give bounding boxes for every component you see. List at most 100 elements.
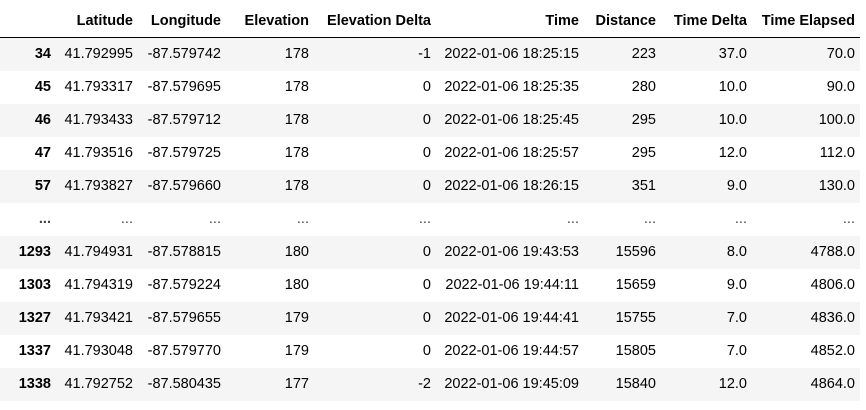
cell-latitude: 41.792995 bbox=[64, 46, 133, 63]
cell-time-delta: 12.0 bbox=[718, 145, 747, 161]
row-index: 1338 bbox=[18, 376, 51, 392]
cell-distance: 15755 bbox=[615, 310, 656, 326]
column-header-elevation: Elevation bbox=[226, 5, 314, 38]
cell-time-elapsed: 130.0 bbox=[818, 178, 855, 194]
row-index: 1327 bbox=[18, 310, 51, 326]
cell-latitude: ... bbox=[120, 211, 133, 227]
cell-elevation-delta: 0 bbox=[422, 310, 431, 326]
cell-longitude: -87.579770 bbox=[147, 343, 221, 359]
cell-time-elapsed: 4864.0 bbox=[810, 376, 855, 392]
cell-distance: 15596 bbox=[615, 244, 656, 260]
cell-distance: 280 bbox=[631, 79, 656, 95]
cell-elevation: 180 bbox=[284, 277, 309, 293]
cell-elevation: 178 bbox=[284, 79, 309, 95]
cell-time-delta: 10.0 bbox=[718, 112, 747, 128]
row-index: 45 bbox=[34, 79, 51, 95]
cell-time-delta: 9.0 bbox=[726, 178, 747, 194]
table-row: 1337 41.793048 -87.579770 179 0 2022-01-06 19… bbox=[0, 334, 860, 368]
table-body: 34 41.792995 -87.579742 178 -1 2022-01-06 18:… bbox=[0, 37, 860, 401]
cell-time-delta: ... bbox=[734, 211, 747, 227]
cell-elevation-delta: 0 bbox=[422, 145, 431, 161]
dataframe-table: Latitude Longitude Elevation Elevation D… bbox=[0, 5, 860, 401]
cell-time: 2022-01-06 18:25:57 bbox=[444, 145, 579, 161]
table-row: 46 41.793433 -87.579712 178 0 2022-01-06 18:2… bbox=[0, 103, 860, 137]
row-index: ... bbox=[38, 211, 51, 227]
cell-latitude: 41.792752 bbox=[64, 376, 133, 392]
cell-time-delta: 8.0 bbox=[726, 244, 747, 260]
cell-time-delta: 12.0 bbox=[718, 376, 747, 392]
cell-elevation-delta: 0 bbox=[422, 178, 431, 194]
cell-elevation: 178 bbox=[284, 112, 309, 128]
cell-longitude: -87.579725 bbox=[147, 145, 221, 161]
cell-latitude: 41.794931 bbox=[64, 244, 133, 260]
cell-latitude: 41.793421 bbox=[64, 310, 133, 326]
index-header bbox=[0, 5, 56, 38]
cell-time-elapsed: 70.0 bbox=[826, 46, 855, 63]
cell-elevation-delta: -2 bbox=[418, 376, 431, 392]
cell-time-elapsed: 4852.0 bbox=[810, 343, 855, 359]
cell-time: 2022-01-06 19:45:09 bbox=[444, 376, 579, 392]
cell-longitude: ... bbox=[208, 211, 221, 227]
cell-time-elapsed: 4788.0 bbox=[810, 244, 855, 260]
cell-time: 2022-01-06 18:25:15 bbox=[444, 46, 579, 63]
cell-time-delta: 7.0 bbox=[726, 343, 747, 359]
cell-time: 2022-01-06 19:44:57 bbox=[444, 343, 579, 359]
cell-elevation-delta: 0 bbox=[422, 244, 431, 260]
column-header-time: Time bbox=[436, 5, 584, 38]
row-index: 57 bbox=[34, 178, 51, 194]
cell-elevation-delta: 0 bbox=[422, 277, 431, 293]
cell-latitude: 41.793827 bbox=[64, 178, 133, 194]
table-row: 1338 41.792752 -87.580435 177 -2 2022-01-06 1… bbox=[0, 367, 860, 401]
header-row: Latitude Longitude Elevation Elevation D… bbox=[0, 5, 860, 38]
cell-time-elapsed: 4806.0 bbox=[810, 277, 855, 293]
cell-elevation: 178 bbox=[284, 46, 309, 63]
cell-longitude: -87.578815 bbox=[147, 244, 221, 260]
table-header: Latitude Longitude Elevation Elevation D… bbox=[0, 5, 860, 38]
cell-longitude: -87.579655 bbox=[147, 310, 221, 326]
cell-distance: 15805 bbox=[615, 343, 656, 359]
cell-elevation-delta: -1 bbox=[418, 46, 431, 63]
cell-time: 2022-01-06 19:44:11 bbox=[445, 277, 579, 293]
cell-distance: ... bbox=[643, 211, 656, 227]
cell-elevation: 177 bbox=[284, 376, 309, 392]
column-header-time-delta: Time Delta bbox=[661, 5, 752, 38]
cell-time-elapsed: 4836.0 bbox=[810, 310, 855, 326]
cell-longitude: -87.579742 bbox=[147, 46, 221, 63]
cell-time: 2022-01-06 19:44:41 bbox=[444, 310, 579, 326]
column-header-time-elapsed: Time Elapsed bbox=[752, 5, 860, 38]
cell-latitude: 41.793433 bbox=[64, 112, 133, 128]
table-row: 45 41.793317 -87.579695 178 0 2022-01-06 18:2… bbox=[0, 70, 860, 104]
table-row: 47 41.793516 -87.579725 178 0 2022-01-06 18:2… bbox=[0, 136, 860, 170]
table-row: 1293 41.794931 -87.578815 180 0 2022-01-06 19… bbox=[0, 235, 860, 269]
table-row: 34 41.792995 -87.579742 178 -1 2022-01-06 18:… bbox=[0, 37, 860, 71]
cell-time-elapsed: 112.0 bbox=[819, 145, 855, 161]
cell-elevation-delta: 0 bbox=[422, 79, 431, 95]
cell-longitude: -87.579712 bbox=[147, 112, 221, 128]
cell-time: 2022-01-06 18:25:35 bbox=[444, 79, 579, 95]
cell-distance: 295 bbox=[631, 112, 656, 128]
cell-time-delta: 7.0 bbox=[726, 310, 747, 326]
cell-longitude: -87.580435 bbox=[147, 376, 221, 392]
column-header-latitude: Latitude bbox=[56, 5, 138, 38]
cell-distance: 223 bbox=[631, 46, 656, 63]
row-index: 46 bbox=[34, 112, 51, 128]
cell-longitude: -87.579224 bbox=[147, 277, 221, 293]
cell-elevation-delta: 0 bbox=[422, 112, 431, 128]
column-header-elevation-delta: Elevation Delta bbox=[314, 5, 436, 38]
row-index: 1303 bbox=[18, 277, 51, 293]
cell-time-delta: 37.0 bbox=[718, 46, 747, 63]
cell-time-delta: 9.0 bbox=[726, 277, 747, 293]
cell-elevation: 179 bbox=[284, 310, 309, 326]
table-row: 1303 41.794319 -87.579224 180 0 2022-01-06 19… bbox=[0, 268, 860, 302]
cell-time-delta: 10.0 bbox=[718, 79, 747, 95]
cell-time: 2022-01-06 18:26:15 bbox=[444, 178, 579, 194]
cell-longitude: -87.579695 bbox=[147, 79, 221, 95]
cell-distance: 295 bbox=[631, 145, 656, 161]
cell-time: 2022-01-06 18:25:45 bbox=[444, 112, 579, 128]
cell-elevation: 180 bbox=[284, 244, 309, 260]
cell-time-elapsed: 90.0 bbox=[826, 79, 855, 95]
cell-distance: 15840 bbox=[615, 376, 656, 392]
cell-time: ... bbox=[566, 211, 579, 227]
cell-distance: 15659 bbox=[615, 277, 656, 293]
cell-latitude: 41.793048 bbox=[64, 343, 133, 359]
